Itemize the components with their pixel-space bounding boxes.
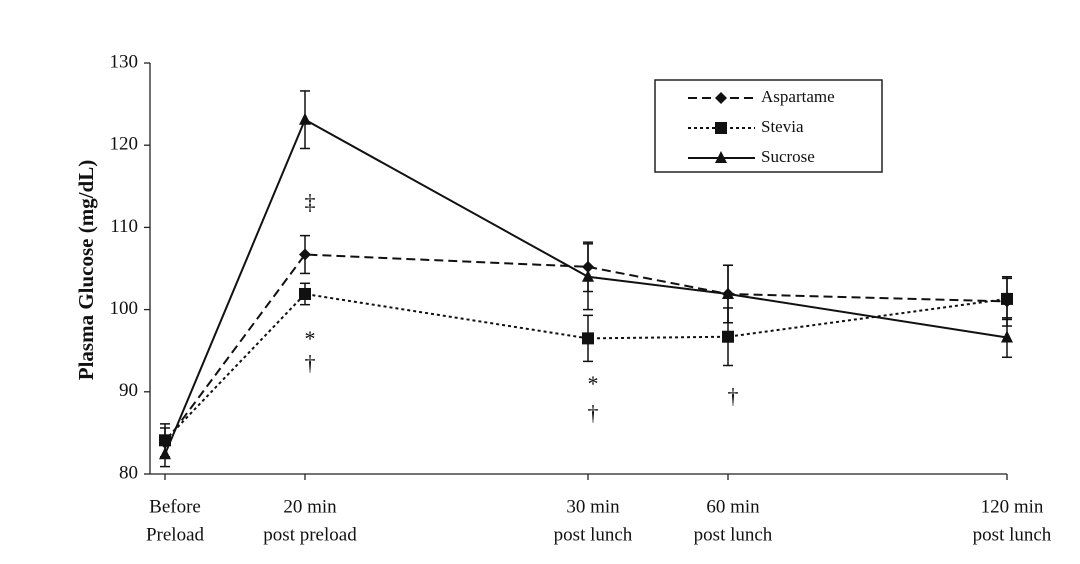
x-tick-label: post lunch: [554, 524, 633, 545]
marker: [159, 447, 171, 460]
marker: [582, 269, 594, 282]
x-tick-label: 60 min: [706, 496, 760, 517]
x-tick-label: Before: [149, 496, 201, 517]
y-tick-label: 130: [110, 51, 139, 72]
legend-label: Aspartame: [761, 87, 835, 106]
legend-label: Stevia: [761, 117, 804, 136]
legend-marker: [715, 122, 727, 134]
marker: [299, 112, 311, 125]
y-tick-label: 110: [110, 216, 138, 237]
legend-marker: [715, 151, 727, 163]
x-tick-label: 120 min: [981, 496, 1044, 517]
annotation: *: [588, 371, 599, 396]
marker: [1001, 330, 1013, 343]
legend-marker: [715, 92, 727, 104]
annotation: †: [588, 401, 599, 426]
marker: [722, 330, 734, 343]
y-tick-label: 100: [110, 298, 139, 319]
annotation: ‡: [305, 189, 316, 214]
series-line: [164, 253, 1008, 444]
marker: [299, 248, 311, 261]
x-tick-label: Preload: [146, 524, 205, 545]
marker: [159, 434, 171, 447]
annotation: †: [728, 383, 739, 408]
legend-box: [654, 79, 883, 173]
marker: [1001, 292, 1013, 305]
annotation: †: [305, 351, 316, 376]
marker: [722, 286, 734, 299]
y-tick-label: 90: [119, 380, 138, 401]
x-tick-label: post lunch: [694, 524, 773, 545]
y-axis-label: Plasma Glucose (mg/dL): [74, 160, 98, 381]
y-tick-label: 120: [110, 134, 139, 155]
x-tick-label: post preload: [263, 524, 357, 545]
x-tick-label: 30 min: [566, 496, 620, 517]
x-tick-label: 20 min: [283, 496, 337, 517]
marker: [582, 332, 594, 345]
marker: [299, 287, 311, 300]
x-tick-label: post lunch: [973, 524, 1052, 545]
annotation: *: [305, 326, 316, 351]
legend-label: Sucrose: [761, 147, 815, 166]
y-tick-label: 80: [119, 462, 138, 483]
